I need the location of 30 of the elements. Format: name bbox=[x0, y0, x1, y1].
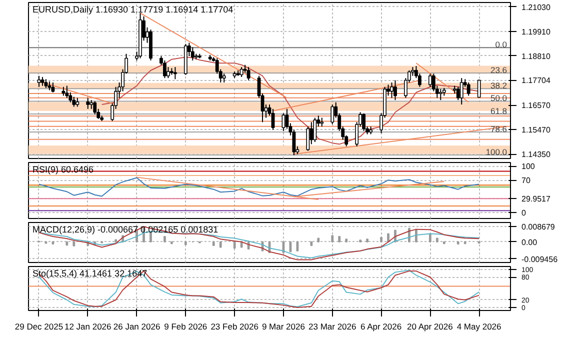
y-tick-label: 100 bbox=[522, 162, 536, 172]
y-tick-label: -0.009456 bbox=[522, 254, 558, 264]
y-tick-label: 0.008679 bbox=[522, 222, 556, 232]
annotation: 23.6 bbox=[490, 65, 508, 76]
annotation: 100.0 bbox=[486, 146, 508, 157]
x-tick-label: 23 Feb 2026 bbox=[210, 322, 259, 332]
x-tick-label: 9 Mar 2026 bbox=[262, 322, 306, 332]
annotation: 61.8 bbox=[490, 106, 508, 116]
x-tick-label: 9 Feb 2026 bbox=[164, 322, 208, 332]
y-tick-label: 29.9517 bbox=[522, 194, 551, 204]
y-tick-label: 1.16570 bbox=[522, 101, 551, 110]
y-tick-label: 1.14350 bbox=[522, 150, 551, 160]
y-tick-label: 0.00 bbox=[522, 238, 538, 247]
x-tick-label: 23 Mar 2026 bbox=[308, 322, 357, 332]
y-tick-label: 1.15470 bbox=[522, 125, 551, 134]
chart-title: EURUSD,Daily 1.16930 1.17719 1.16914 1.17704 bbox=[32, 4, 234, 14]
y-tick-label: 1.17704 bbox=[522, 76, 551, 86]
y-tick-label: 0 bbox=[522, 208, 526, 218]
annotation: 0.0 bbox=[495, 40, 508, 50]
y-tick-label: 70 bbox=[522, 176, 531, 186]
y-tick-label: 1.21030 bbox=[522, 2, 551, 12]
y-tick-label: 1.19910 bbox=[522, 28, 551, 37]
x-tick-label: 12 Jan 2026 bbox=[64, 322, 112, 332]
x-tick-label: 29 Dec 2025 bbox=[14, 322, 64, 332]
x-tick-label: 20 Apr 2026 bbox=[407, 322, 454, 332]
y-tick-label: 1.18810 bbox=[522, 52, 551, 61]
annotation: 38.2 bbox=[490, 80, 508, 91]
x-tick-label: 6 Apr 2026 bbox=[360, 322, 402, 332]
x-tick-label: 4 May 2026 bbox=[456, 322, 502, 332]
x-tick-label: 26 Jan 2026 bbox=[113, 322, 160, 332]
